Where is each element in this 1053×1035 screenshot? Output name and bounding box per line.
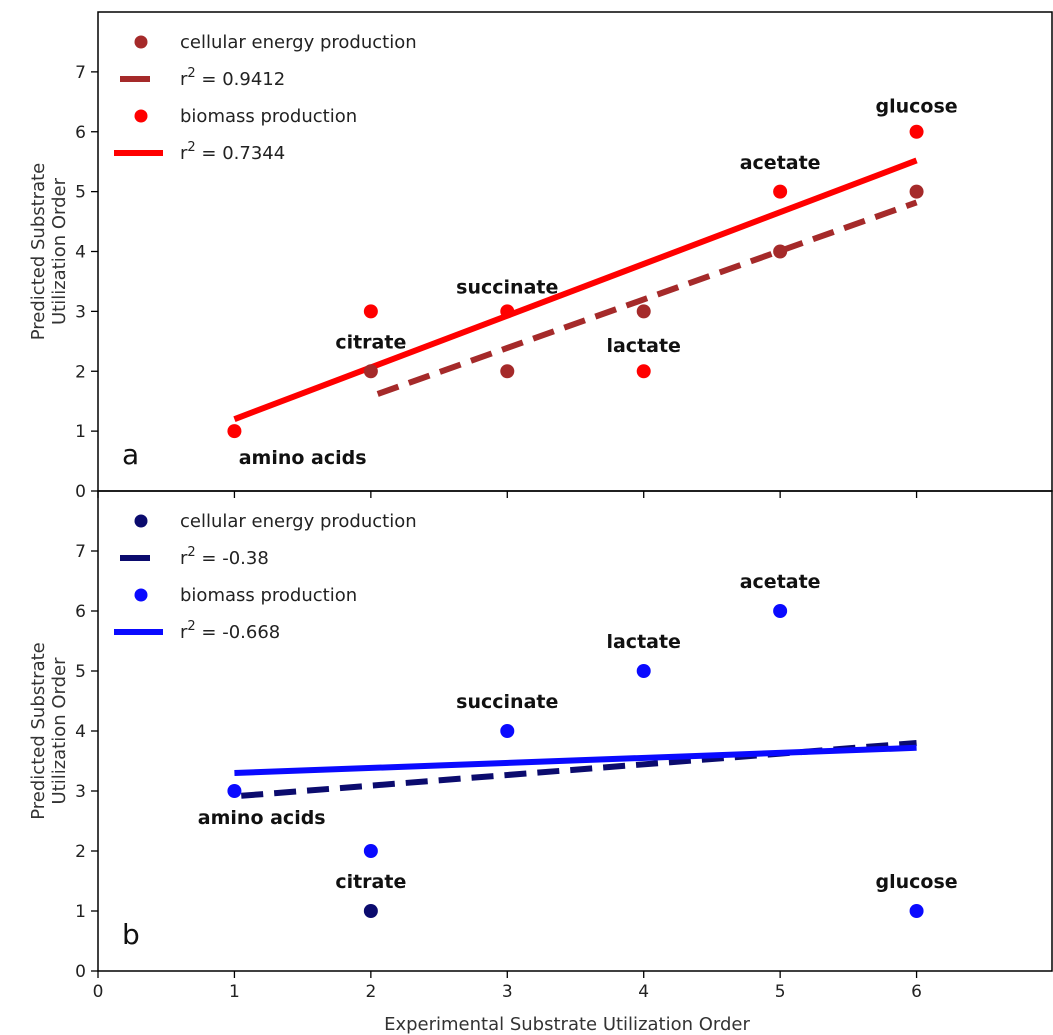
point-annotation: lactate xyxy=(606,335,680,357)
data-point xyxy=(363,904,378,918)
panel-letter: a xyxy=(122,438,139,471)
point-annotation: acetate xyxy=(740,571,821,593)
y-tick-label: 7 xyxy=(75,63,86,83)
x-tick-label: 5 xyxy=(775,982,786,1002)
y-axis-label-line: Utilization Order xyxy=(49,177,70,325)
panel-letter: b xyxy=(122,918,140,951)
y-tick-label: 4 xyxy=(75,722,86,742)
point-annotation: acetate xyxy=(740,152,821,174)
point-annotation: succinate xyxy=(456,276,558,298)
legend-marker xyxy=(134,109,148,123)
data-point xyxy=(363,844,378,858)
y-tick-label: 5 xyxy=(75,183,86,203)
point-annotation: succinate xyxy=(456,691,558,713)
fit-line xyxy=(376,199,918,397)
data-point xyxy=(500,364,515,379)
x-tick-label: 1 xyxy=(229,982,240,1002)
legend-marker xyxy=(134,514,148,528)
legend-entry-label: r2 = 0.7344 xyxy=(180,140,285,164)
y-axis-label-line: Predicted Substrate xyxy=(28,642,49,819)
x-tick-label: 4 xyxy=(638,982,649,1002)
y-tick-label: 1 xyxy=(75,422,86,442)
y-tick-label: 6 xyxy=(75,123,86,143)
x-tick-label: 0 xyxy=(93,982,104,1002)
y-tick-label: 1 xyxy=(75,902,86,922)
legend: cellular energy production r2 = 0.9412 bio… xyxy=(114,32,417,164)
fit-line xyxy=(234,744,917,776)
y-tick-label: 0 xyxy=(75,482,86,502)
y-axis-label-line: Predicted Substrate xyxy=(28,163,49,340)
x-tick-label: 3 xyxy=(502,982,513,1002)
data-point xyxy=(773,184,788,199)
data-point xyxy=(909,124,924,139)
y-tick-label: 4 xyxy=(75,243,86,263)
y-axis-label: Predicted SubstrateUtilization Order xyxy=(28,642,70,819)
point-annotation: amino acids xyxy=(198,807,326,829)
legend-entry-label: cellular energy production xyxy=(180,32,417,53)
legend-entry-label: biomass production xyxy=(180,585,357,606)
data-point xyxy=(773,604,788,618)
x-axis-label: Experimental Substrate Utilization Order xyxy=(384,1014,750,1035)
y-tick-label: 2 xyxy=(75,842,86,862)
y-tick-label: 3 xyxy=(75,782,86,802)
legend: cellular energy production r2 = -0.38 biom… xyxy=(114,511,417,643)
data-point xyxy=(363,364,378,379)
x-tick-label: 2 xyxy=(365,982,376,1002)
data-point xyxy=(773,244,788,259)
legend-marker xyxy=(134,588,148,602)
panel-a: 0 1 2 3 4 5 6 7 Predicted SubstrateUtilization O… xyxy=(28,11,1053,502)
data-point xyxy=(909,184,924,199)
legend-entry-label: biomass production xyxy=(180,106,357,127)
point-annotation: glucose xyxy=(875,871,957,893)
legend-entry-label: r2 = -0.38 xyxy=(180,545,269,569)
data-point xyxy=(909,904,924,918)
fit-line xyxy=(233,157,918,422)
data-point xyxy=(636,364,651,379)
point-annotation: amino acids xyxy=(239,447,367,469)
y-tick-label: 3 xyxy=(75,302,86,322)
data-point xyxy=(636,664,651,678)
y-axis-label-line: Utilization Order xyxy=(49,657,70,805)
point-annotation: citrate xyxy=(335,331,406,353)
y-tick-label: 2 xyxy=(75,362,86,382)
point-annotation: lactate xyxy=(606,631,680,653)
y-tick-label: 7 xyxy=(75,542,86,562)
x-tick-label: 6 xyxy=(911,982,922,1002)
point-annotation: glucose xyxy=(875,96,957,118)
y-tick-label: 5 xyxy=(75,662,86,682)
data-point xyxy=(227,784,242,798)
data-point xyxy=(227,424,242,439)
point-annotation: citrate xyxy=(335,871,406,893)
legend-entry-label: r2 = -0.668 xyxy=(180,619,280,643)
y-tick-label: 0 xyxy=(75,962,86,982)
data-point xyxy=(500,304,515,319)
data-point xyxy=(636,304,651,319)
legend-entry-label: r2 = 0.9412 xyxy=(180,66,285,90)
y-axis-label: Predicted SubstrateUtilization Order xyxy=(28,163,70,340)
data-point xyxy=(363,304,378,319)
data-point xyxy=(500,724,515,738)
legend-marker xyxy=(134,35,148,49)
legend-entry-label: cellular energy production xyxy=(180,511,417,532)
y-tick-label: 6 xyxy=(75,602,86,622)
